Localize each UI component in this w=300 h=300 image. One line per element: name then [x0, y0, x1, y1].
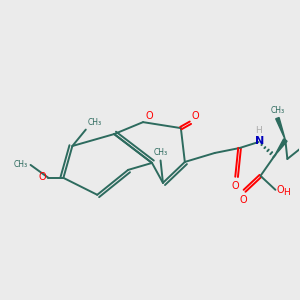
Text: O: O — [277, 185, 284, 195]
Text: N: N — [255, 136, 265, 146]
Text: O: O — [239, 195, 247, 205]
Text: O: O — [38, 172, 46, 182]
Text: CH₃: CH₃ — [14, 160, 28, 169]
Text: CH₃: CH₃ — [154, 148, 168, 157]
Text: CH₃: CH₃ — [87, 118, 101, 127]
Text: O: O — [146, 111, 153, 121]
Text: H: H — [255, 127, 262, 136]
Text: H: H — [283, 188, 290, 197]
Text: O: O — [192, 111, 200, 121]
Polygon shape — [276, 118, 285, 140]
Text: CH₃: CH₃ — [271, 106, 285, 115]
Polygon shape — [274, 139, 287, 156]
Text: O: O — [231, 182, 239, 191]
